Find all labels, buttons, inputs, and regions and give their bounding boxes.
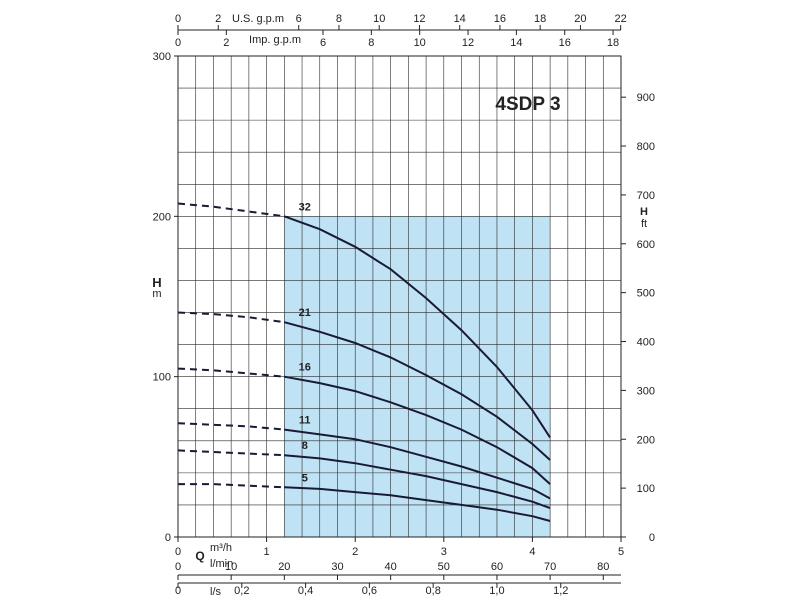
top-us-axis-label: U.S. g.p.m xyxy=(232,13,284,25)
x-ls-tick-label: 0,4 xyxy=(298,585,313,597)
top-imp-tick-label: 2 xyxy=(223,37,229,49)
y-right-tick-label: 0 xyxy=(649,532,655,544)
x-axis-title: Q xyxy=(195,549,204,563)
y-right-tick-label: 900 xyxy=(637,92,655,104)
y-right-tick-label: 700 xyxy=(637,190,655,202)
x-m3h-tick-label: 4 xyxy=(529,546,535,558)
x-lmin-tick-label: 40 xyxy=(385,561,397,573)
x-ls-tick-label: 1,0 xyxy=(489,585,504,597)
x-axis-unit-lmin: l/min xyxy=(210,558,233,570)
chart-title: 4SDP 3 xyxy=(495,94,560,115)
x-m3h-tick-label: 2 xyxy=(352,546,358,558)
x-lmin-tick-label: 20 xyxy=(278,561,290,573)
plot-frame xyxy=(177,55,622,538)
y-right-tick-label: 500 xyxy=(637,288,655,300)
top-us-tick-label: 18 xyxy=(534,13,546,25)
y-right-tick-label: 300 xyxy=(637,385,655,397)
top-us-tick-label: 12 xyxy=(413,13,425,25)
top-us-tick-label: 16 xyxy=(494,13,506,25)
curve-5 xyxy=(284,486,551,522)
curve-label-16: 16 xyxy=(299,362,311,374)
top-us-tick-label: 20 xyxy=(574,13,586,25)
x-m3h-tick-label: 3 xyxy=(441,546,447,558)
y-right-axis-title: H xyxy=(640,206,648,218)
x-m3h-tick-label: 0 xyxy=(175,546,181,558)
x-lmin-tick-label: 60 xyxy=(491,561,503,573)
x-lmin-tick-label: 50 xyxy=(438,561,450,573)
x-lmin-tick-label: 80 xyxy=(597,561,609,573)
top-imp-tick-label: 18 xyxy=(607,37,619,49)
top-us-tick-label: 2 xyxy=(215,13,221,25)
y-left-tick-label: 300 xyxy=(153,51,171,63)
curve-label-21: 21 xyxy=(299,307,311,319)
top-imp-tick-label: 12 xyxy=(462,37,474,49)
x-ls-tick-label: 1,2 xyxy=(553,585,568,597)
curve-label-5: 5 xyxy=(302,472,308,484)
curve-label-11: 11 xyxy=(299,415,311,427)
x-ls-tick-label: 0 xyxy=(175,585,181,597)
curve-8 xyxy=(284,454,551,510)
top-us-tick-label: 8 xyxy=(336,13,342,25)
top-us-tick-label: 0 xyxy=(175,13,181,25)
y-right-tick-label: 800 xyxy=(637,141,655,153)
curve-label-8: 8 xyxy=(302,440,308,452)
top-imp-tick-label: 6 xyxy=(320,37,326,49)
x-lmin-tick-label: 30 xyxy=(331,561,343,573)
y-right-tick-label: 100 xyxy=(637,483,655,495)
top-us-tick-label: 6 xyxy=(296,13,302,25)
y-left-tick-label: 200 xyxy=(153,211,171,223)
y-right-tick-label: 200 xyxy=(637,434,655,446)
y-right-tick-label: 400 xyxy=(637,337,655,349)
x-ls-tick-label: 0,8 xyxy=(426,585,441,597)
curve-dashed-11 xyxy=(177,422,285,431)
top-imp-tick-label: 10 xyxy=(414,37,426,49)
top-imp-tick-label: 16 xyxy=(559,37,571,49)
x-m3h-tick-label: 5 xyxy=(618,546,624,558)
x-m3h-tick-label: 1 xyxy=(264,546,270,558)
curve-dashed-5 xyxy=(178,483,285,489)
top-imp-tick-label: 8 xyxy=(368,37,374,49)
y-left-tick-label: 100 xyxy=(153,372,171,384)
y-axis-title: H xyxy=(152,275,161,290)
curve-dashed-21 xyxy=(177,311,285,324)
curve-label-32: 32 xyxy=(299,201,311,213)
curve-11 xyxy=(284,428,551,500)
top-imp-tick-label: 0 xyxy=(175,37,181,49)
curve-dashed-8 xyxy=(177,449,285,457)
x-lmin-tick-label: 10 xyxy=(225,561,237,573)
y-left-tick-label: 0 xyxy=(165,532,171,544)
y-axis-unit: m xyxy=(152,288,161,300)
x-lmin-tick-label: 70 xyxy=(544,561,556,573)
curve-dashed-32 xyxy=(177,202,285,218)
top-imp-axis-label: Imp. g.p.m xyxy=(249,34,301,46)
top-us-tick-label: 14 xyxy=(454,13,466,25)
top-us-tick-label: 10 xyxy=(373,13,385,25)
curve-32 xyxy=(283,215,551,439)
x-axis-unit-m3h: m³/h xyxy=(210,542,232,554)
top-imp-tick-label: 14 xyxy=(510,37,522,49)
x-ls-tick-label: 0,2 xyxy=(234,585,249,597)
y-right-tick-label: 600 xyxy=(637,239,655,251)
y-right-axis-unit: ft xyxy=(641,218,647,230)
curve-21 xyxy=(284,321,551,461)
x-lmin-tick-label: 0 xyxy=(175,561,181,573)
x-ls-tick-label: 0,6 xyxy=(362,585,377,597)
curve-16 xyxy=(284,375,551,485)
x-axis-unit-ls: l/s xyxy=(210,586,222,598)
curve-dashed-16 xyxy=(177,367,285,378)
top-us-tick-label: 22 xyxy=(615,13,627,25)
